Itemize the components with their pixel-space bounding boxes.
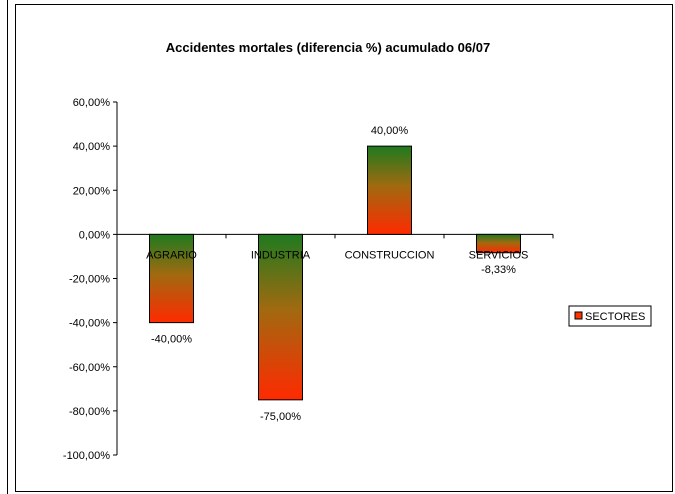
x-tick-label: AGRARIO — [146, 249, 197, 261]
y-tick-label: 20,00% — [73, 185, 111, 197]
y-tick-label: -100,00% — [63, 450, 110, 462]
x-tick-label: CONSTRUCCION — [345, 249, 435, 261]
bar-series — [149, 145, 521, 401]
data-label: 40,00% — [371, 125, 409, 137]
y-tick-label: -60,00% — [69, 362, 110, 374]
y-tick-label: 60,00% — [73, 97, 111, 109]
bar-construccion — [367, 145, 412, 235]
chart-title: Accidentes mortales (diferencia %) acumu… — [166, 40, 490, 55]
legend: SECTORES — [568, 305, 652, 327]
bar-agrario — [149, 233, 194, 324]
left-window-edge — [0, 0, 8, 494]
bar-servicios — [476, 233, 521, 254]
chart-area: Accidentes mortales (diferencia %) acumu… — [15, 4, 673, 492]
legend-box — [568, 305, 652, 327]
bar-industria — [258, 233, 303, 401]
x-tick-label: INDUSTRIA — [251, 249, 311, 261]
data-labels: AGRARIO -40,00% INDUSTRIA -75,00% CONSTRUCCI… — [146, 125, 528, 423]
legend-swatch — [574, 311, 583, 320]
y-tick-label: -40,00% — [69, 318, 110, 330]
data-label: -40,00% — [151, 334, 192, 346]
x-tick-label: SERVICIOS — [469, 249, 529, 261]
data-label: -8,33% — [481, 264, 516, 276]
bar-chart: Accidentes mortales (diferencia %) acumu… — [63, 40, 652, 462]
y-axis: 60,00% 40,00% 20,00% 0,00% -20,00% -40,00% -60… — [63, 97, 554, 462]
y-tick-label: 0,00% — [79, 229, 110, 241]
y-tick-label: 40,00% — [73, 141, 111, 153]
data-label: -75,00% — [260, 411, 301, 423]
y-tick-label: -80,00% — [69, 406, 110, 418]
legend-label: SECTORES — [585, 311, 645, 323]
y-tick-label: -20,00% — [69, 274, 110, 286]
